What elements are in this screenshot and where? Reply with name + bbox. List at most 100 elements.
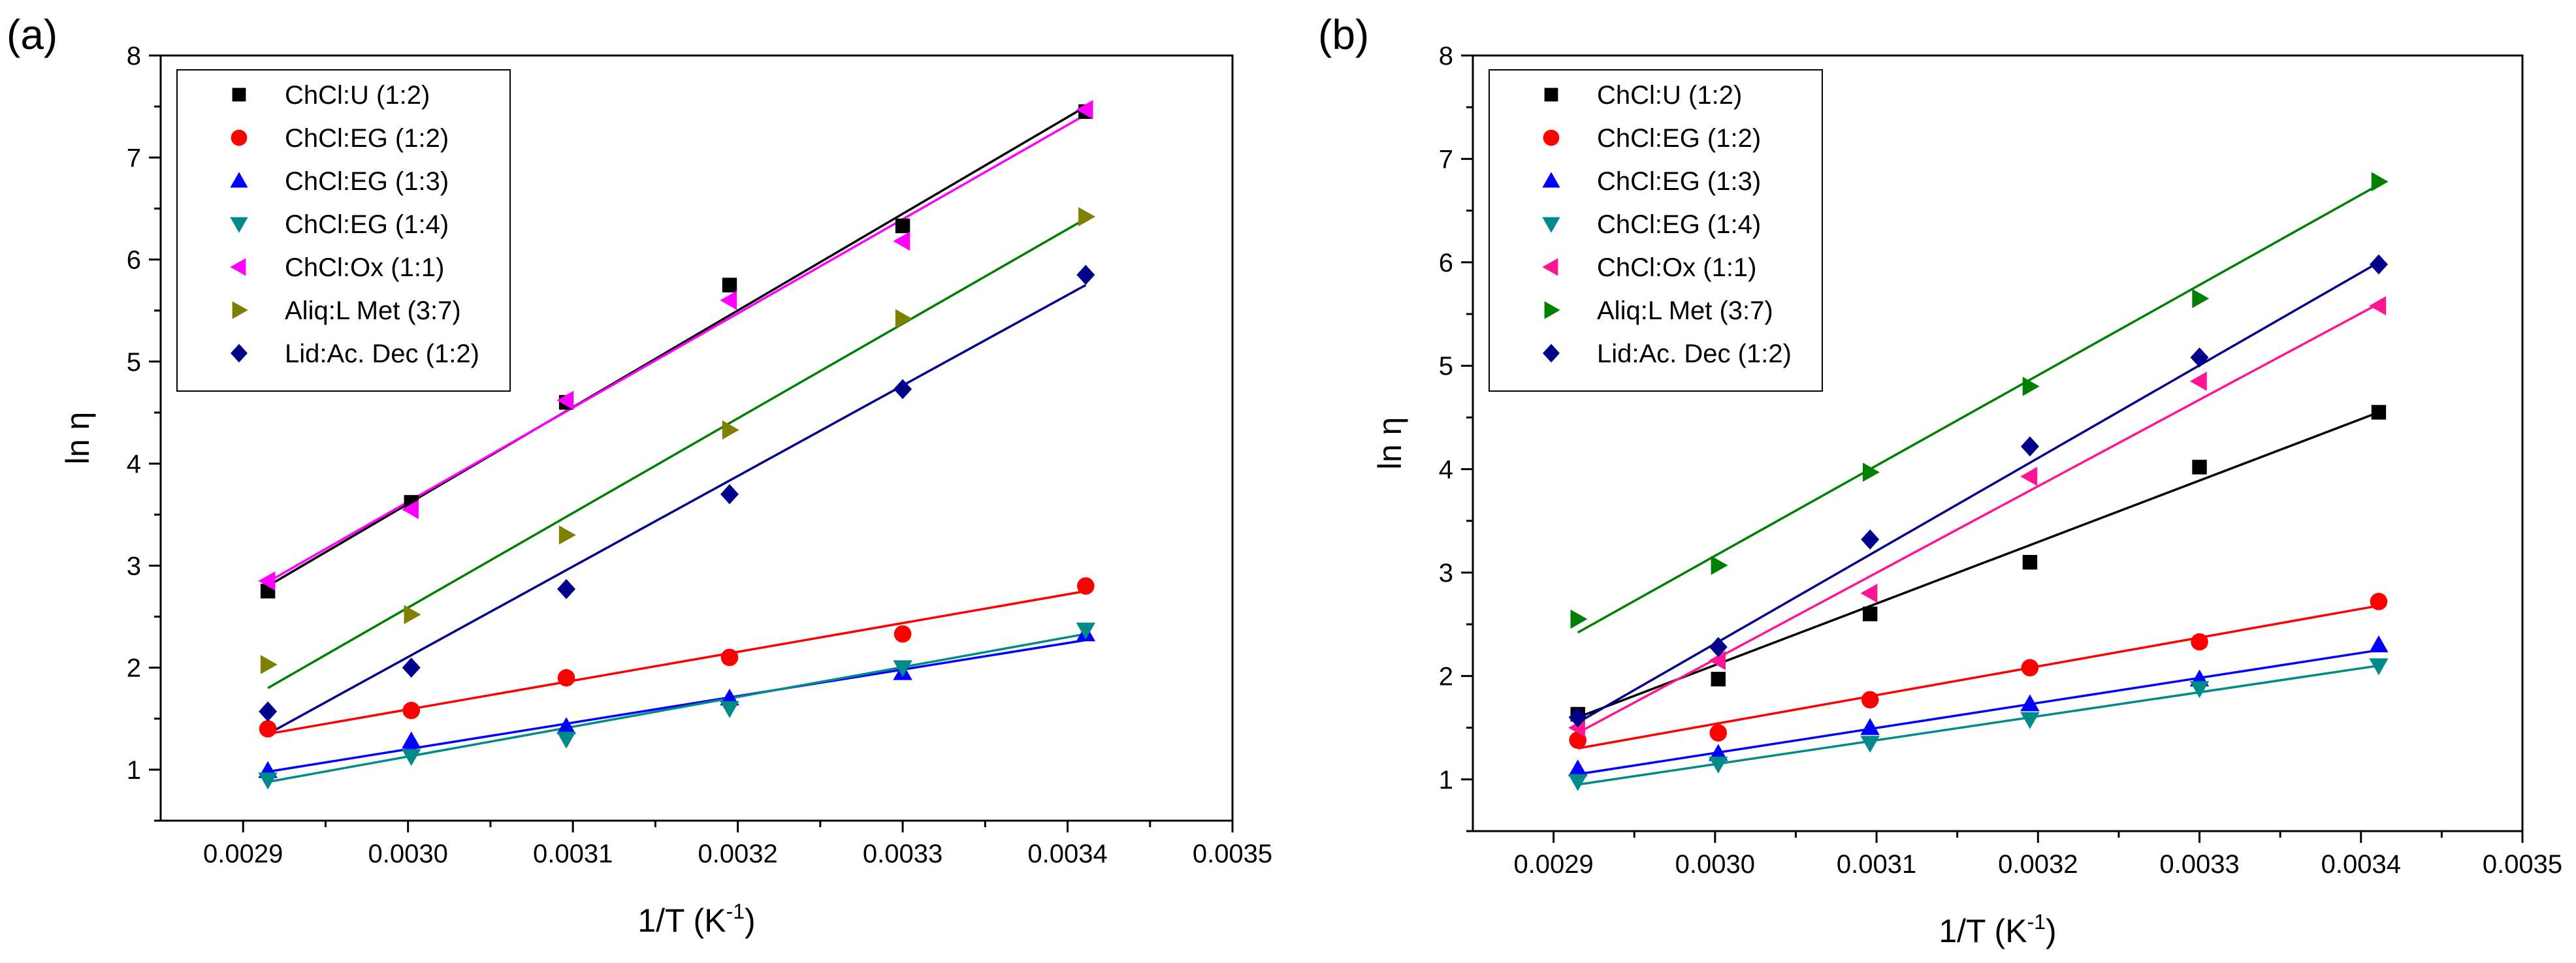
panel-b: (b)0.0029 0.0030 0.0031 0.0032 0.0033 0.0034 0… — [1318, 11, 2562, 949]
y-tick-label: 8 — [1439, 42, 1453, 71]
data-point — [895, 309, 912, 328]
data-point — [558, 669, 575, 687]
fit-line — [268, 591, 1086, 734]
y-tick-label: 4 — [1439, 456, 1453, 484]
x-tick-label: 0.0031 — [1837, 850, 1916, 879]
data-point — [2370, 593, 2388, 610]
fit-line — [268, 640, 1086, 772]
legend-label: ChCl:Ox (1:1) — [1597, 253, 1757, 282]
data-point — [2192, 460, 2206, 474]
y-tick-label: 8 — [127, 42, 141, 71]
legend-label: ChCl:EG (1:3) — [285, 167, 449, 196]
data-point — [2369, 296, 2386, 315]
y-tick-label: 3 — [127, 552, 141, 580]
legend-label: Lid:Ac. Dec (1:2) — [1597, 339, 1792, 368]
legend-marker — [1545, 88, 1558, 102]
data-point — [2370, 255, 2388, 275]
y-tick-label: 7 — [1439, 145, 1453, 174]
legend-label: ChCl:EG (1:3) — [1597, 167, 1761, 196]
data-point — [559, 526, 576, 545]
x-tick-label: 0.0032 — [698, 840, 777, 868]
x-tick-label: 0.0035 — [1193, 840, 1272, 868]
legend-label: ChCl:Ox (1:1) — [285, 253, 445, 282]
data-point — [1077, 577, 1095, 595]
y-tick-label: 6 — [1439, 249, 1453, 277]
data-point — [1861, 691, 1879, 709]
y-tick-label: 3 — [1439, 559, 1453, 588]
data-point — [2020, 712, 2039, 729]
data-point — [2369, 635, 2388, 652]
data-point — [2190, 371, 2207, 390]
legend-label: ChCl:EG (1:4) — [285, 210, 449, 239]
data-point — [722, 277, 737, 292]
x-tick-label: 0.0031 — [533, 840, 613, 868]
x-tick-label: 0.0029 — [1513, 850, 1593, 879]
data-point — [2191, 633, 2208, 651]
y-tick-label: 2 — [1439, 662, 1453, 691]
y-tick-label: 5 — [127, 348, 141, 377]
data-point — [1860, 584, 1877, 603]
data-point — [2372, 405, 2386, 419]
y-tick-label: 2 — [127, 654, 141, 683]
data-point — [2372, 172, 2389, 191]
data-point — [720, 291, 737, 309]
data-point — [402, 731, 421, 748]
y-axis-label: ln η — [1372, 417, 1408, 470]
x-axis-label: 1/T (K-1) — [1939, 910, 2056, 949]
legend-label: ChCl:EG (1:2) — [285, 124, 449, 153]
data-point — [261, 655, 278, 674]
data-point — [2023, 555, 2037, 569]
data-point — [556, 732, 575, 749]
legend-marker — [233, 88, 246, 102]
x-tick-label: 0.0034 — [1027, 840, 1107, 868]
x-tick-label: 0.0035 — [2483, 850, 2562, 879]
data-point — [2020, 467, 2037, 486]
data-point — [721, 649, 739, 667]
legend-label: ChCl:EG (1:4) — [1597, 210, 1761, 239]
data-point — [720, 701, 739, 718]
data-point — [1863, 607, 1877, 621]
data-point — [404, 605, 421, 624]
legend-label: ChCl:U (1:2) — [285, 81, 430, 110]
y-tick-label: 7 — [127, 144, 141, 172]
x-tick-label: 0.0032 — [1998, 850, 2078, 879]
data-point — [2192, 289, 2209, 308]
y-tick-label: 6 — [127, 246, 141, 275]
data-point — [1860, 718, 1879, 735]
y-tick-label: 4 — [127, 450, 141, 479]
legend-label: Lid:Ac. Dec (1:2) — [285, 339, 479, 368]
data-point — [1711, 556, 1728, 575]
x-tick-label: 0.0029 — [203, 840, 283, 868]
data-point — [893, 232, 910, 251]
legend-label: ChCl:EG (1:2) — [1597, 124, 1761, 153]
data-point — [1568, 759, 1587, 776]
data-point — [1860, 736, 1879, 753]
data-point — [2191, 347, 2209, 368]
panel-a: (a) 0.0029 0.0030 0.0031 0.0032 0.0033 0.0034 0… — [7, 11, 1272, 939]
legend-label: ChCl:U (1:2) — [1597, 81, 1742, 110]
data-point — [1861, 529, 1879, 550]
data-point — [402, 702, 420, 719]
legend-marker — [1543, 130, 1560, 146]
x-tick-label: 0.0033 — [863, 840, 942, 868]
legend-label: Aliq:L Met (3:7) — [285, 296, 461, 325]
legend-marker — [231, 130, 248, 146]
y-tick-label: 1 — [127, 756, 141, 785]
data-point — [2021, 436, 2039, 456]
legend-label: Aliq:L Met (3:7) — [1597, 296, 1773, 325]
data-point — [402, 657, 421, 678]
data-point — [1571, 610, 1588, 629]
data-point — [1076, 265, 1095, 285]
data-point — [557, 579, 575, 599]
data-point — [894, 625, 912, 643]
y-tick-label: 5 — [1439, 352, 1453, 381]
x-tick-label: 0.0030 — [1675, 850, 1755, 879]
x-tick-label: 0.0033 — [2159, 850, 2239, 879]
data-point — [1709, 724, 1727, 742]
fit-line — [268, 634, 1086, 782]
data-point — [2021, 659, 2039, 676]
x-axis-label: 1/T (K-1) — [637, 900, 755, 939]
fit-line — [1578, 606, 2379, 749]
y-tick-label: 1 — [1439, 766, 1453, 795]
